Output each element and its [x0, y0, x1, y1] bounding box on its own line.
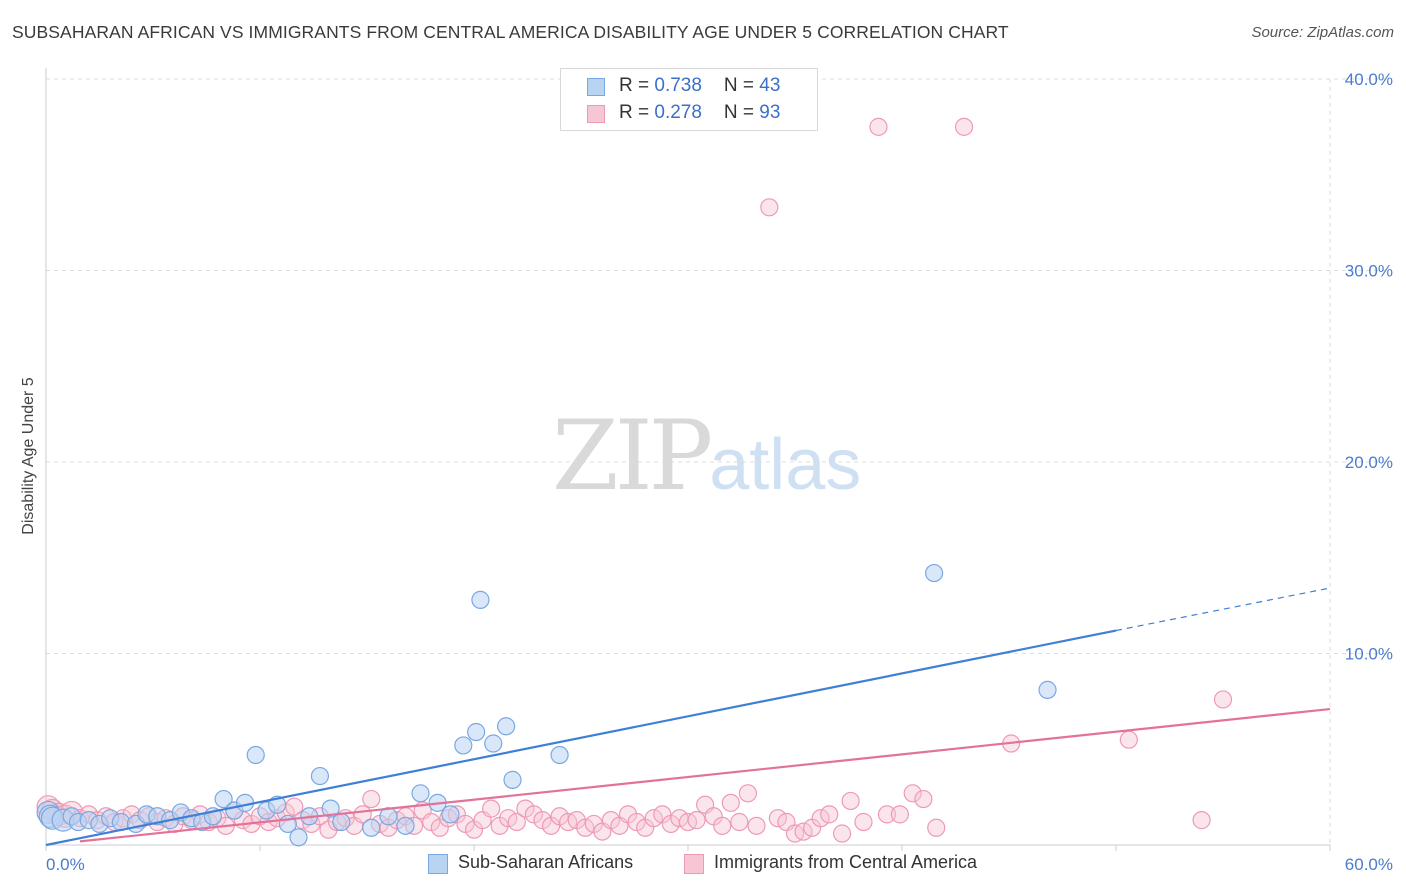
pink-point-97: [877, 805, 897, 824]
pink-points: [36, 117, 1233, 843]
pink-point-101: [927, 818, 946, 837]
blue-point-29: [332, 812, 351, 832]
pink-point-96: [869, 117, 888, 136]
watermark-atlas: atlas: [709, 425, 862, 505]
legend-n-label-blue: N =: [723, 75, 760, 96]
blue-point-30: [362, 818, 381, 837]
legend-text-blue: R = 0.738 N = 43: [619, 75, 780, 97]
pink-point-39: [362, 789, 381, 809]
pink-point-95: [854, 812, 873, 832]
blue-point-40: [497, 717, 516, 736]
pink-point-85: [760, 198, 779, 217]
blue-point-43: [924, 563, 944, 583]
bottom-legend-label-pink: Immigrants from Central America: [714, 852, 978, 872]
y-tick-label-30: 30.0%: [1345, 262, 1393, 281]
pink-point-99: [903, 784, 922, 803]
pink-point-81: [721, 793, 740, 812]
bottom-legend-label-blue: Sub-Saharan Africans: [458, 852, 634, 872]
blue-point-44: [1038, 680, 1057, 699]
pink-point-98: [890, 805, 909, 824]
pink-point-77: [687, 811, 706, 830]
pink-point-100: [914, 789, 933, 809]
pink-trend-line: [79, 707, 1331, 843]
legend-swatch-pink: [587, 105, 605, 123]
trend-lines: [45, 587, 1331, 847]
pink-point-83: [738, 784, 758, 803]
y-tick-label-10: 10.0%: [1345, 645, 1393, 664]
watermark-zip: ZIP: [552, 400, 713, 512]
pink-point-80: [713, 816, 732, 835]
y-axis-label: Disability Age Under 5: [20, 377, 37, 535]
pink-point-93: [832, 824, 852, 843]
pink-point-56: [507, 812, 526, 832]
pink-point-72: [644, 809, 663, 828]
blue-point-27: [310, 766, 330, 786]
blue-trend-line: [45, 629, 1117, 847]
blue-point-37: [467, 722, 486, 742]
pink-point-53: [482, 799, 501, 818]
blue-trend-extension: [1115, 587, 1329, 632]
chart-title: SUBSAHARAN AFRICAN VS IMMIGRANTS FROM CE…: [12, 22, 1009, 42]
y-tick-label-20: 20.0%: [1345, 453, 1393, 472]
pink-point-86: [768, 809, 787, 828]
tick-labels: 10.0% 20.0% 30.0% 40.0% 0.0% 60.0% Disability …: [20, 70, 1393, 874]
pink-point-104: [1119, 730, 1138, 749]
legend-r-label-blue: R =: [619, 75, 655, 96]
bottom-legend-swatch-pink: [684, 854, 704, 874]
blue-point-35: [441, 805, 460, 824]
blue-point-32: [396, 816, 415, 835]
legend-r-value-pink: 0.278: [654, 102, 702, 123]
legend-n-value-pink: 93: [759, 102, 781, 123]
blue-point-21: [246, 745, 265, 765]
pink-point-55: [499, 809, 518, 828]
pink-point-89: [794, 822, 813, 841]
pink-point-105: [1192, 811, 1211, 830]
legend-r-label-pink: R =: [619, 102, 655, 123]
source-label: Source: ZipAtlas.com: [1251, 24, 1394, 41]
pink-point-94: [841, 791, 860, 811]
axes: [45, 68, 1331, 851]
pink-point-64: [576, 818, 595, 837]
legend-r-value-blue: 0.738: [654, 75, 702, 96]
pink-point-84: [747, 816, 766, 835]
x-tick-label-max: 60.0%: [1345, 855, 1393, 874]
legend-n-value-blue: 43: [759, 75, 781, 96]
blue-point-38: [471, 590, 490, 609]
pink-point-106: [1213, 690, 1233, 709]
blue-points: [36, 563, 1057, 847]
grid-lines: [46, 78, 1390, 845]
blue-point-28: [321, 799, 340, 818]
blue-point-41: [503, 770, 522, 789]
blue-point-25: [289, 828, 308, 847]
correlation-legend: R = 0.738 N = 43 R = 0.278 N = 93: [560, 68, 818, 131]
bottom-legend-swatch-blue: [428, 854, 448, 874]
legend-swatch-blue: [587, 78, 605, 96]
blue-point-36: [454, 736, 473, 755]
pink-point-92: [820, 805, 839, 824]
pink-point-91: [811, 809, 830, 828]
y-tick-label-40: 40.0%: [1345, 70, 1393, 89]
pink-point-102: [954, 117, 974, 136]
blue-point-33: [411, 784, 430, 803]
blue-point-18: [214, 789, 233, 809]
pink-point-82: [730, 812, 749, 832]
legend-text-pink: R = 0.278 N = 93: [619, 102, 780, 124]
x-tick-label-min: 0.0%: [46, 855, 85, 874]
watermark: ZIPatlas: [552, 400, 861, 512]
blue-point-39: [484, 734, 503, 753]
blue-point-42: [550, 745, 569, 765]
legend-n-label-pink: N =: [723, 102, 760, 123]
